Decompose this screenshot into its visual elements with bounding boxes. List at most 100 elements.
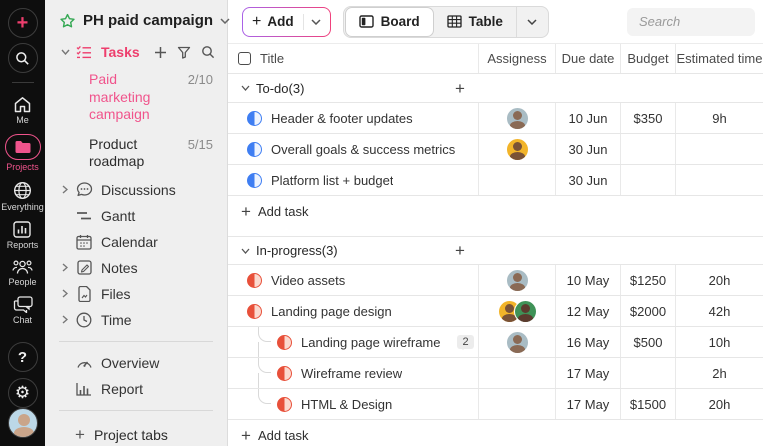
report-chart-icon — [75, 382, 93, 396]
sidebar-item-gantt[interactable]: Gantt — [45, 203, 227, 229]
task-row[interactable]: Platform list + budget 30 Jun — [228, 165, 763, 196]
add-button-label: Add — [267, 14, 294, 29]
task-time-cell[interactable]: 10h — [675, 327, 763, 357]
settings-button[interactable]: ⚙ — [7, 378, 38, 408]
status-inprogress-icon[interactable] — [247, 272, 262, 288]
task-due-cell[interactable]: 30 Jun — [555, 134, 620, 164]
subtask-row[interactable]: Landing page wireframe 2 16 May $500 10h — [228, 327, 763, 358]
group-header-inprogress[interactable]: In-progress(3) + — [228, 236, 763, 265]
task-budget-cell[interactable]: $2000 — [620, 296, 675, 326]
due-date: 30 Jun — [568, 172, 608, 188]
rail-item-everything[interactable]: Everything — [1, 181, 44, 212]
task-time-cell[interactable] — [675, 165, 763, 195]
view-more-button[interactable] — [515, 6, 548, 37]
task-row[interactable]: Video assets 10 May $1250 20h — [228, 265, 763, 296]
task-due-cell[interactable]: 30 Jun — [555, 165, 620, 195]
task-budget-cell[interactable]: $1500 — [620, 389, 675, 419]
sidebar-item-notes[interactable]: Notes — [45, 255, 227, 281]
task-budget-cell[interactable]: $1250 — [620, 265, 675, 295]
task-budget-cell[interactable]: $350 — [620, 103, 675, 133]
sidebar-item-label: Discussions — [101, 181, 176, 198]
search-icon[interactable] — [201, 45, 215, 59]
status-inprogress-icon[interactable] — [247, 303, 262, 319]
view-tab-table[interactable]: Table — [434, 7, 516, 37]
chevron-down-icon — [241, 85, 250, 91]
task-time-cell[interactable]: 20h — [675, 389, 763, 419]
add-task-button[interactable]: + Add task — [228, 420, 763, 446]
task-assignee-cell[interactable] — [478, 103, 555, 133]
table-header-row: Title Assigness Due date Budget Estimate… — [228, 44, 763, 74]
filter-icon[interactable] — [177, 46, 191, 59]
add-task-button[interactable]: + Add task — [228, 196, 763, 227]
select-all-checkbox[interactable] — [238, 52, 251, 65]
task-title-cell: Header & footer updates — [228, 103, 478, 133]
task-due-cell[interactable]: 17 May — [555, 389, 620, 419]
group-add-icon[interactable]: + — [455, 78, 465, 98]
task-assignee-cell[interactable] — [478, 134, 555, 164]
task-time-cell[interactable]: 9h — [675, 103, 763, 133]
sidebar-item-report[interactable]: Report — [45, 376, 227, 402]
task-title: Header & footer updates — [271, 110, 413, 126]
task-time-cell[interactable]: 2h — [675, 358, 763, 388]
status-inprogress-icon[interactable] — [277, 334, 292, 350]
task-row[interactable]: Header & footer updates 10 Jun $350 9h — [228, 103, 763, 134]
chevron-down-icon — [311, 18, 321, 25]
task-assignee-cell[interactable] — [478, 327, 555, 357]
group-header-todo[interactable]: To-do(3) + — [228, 74, 763, 103]
status-todo-icon[interactable] — [247, 172, 262, 188]
subtask-row[interactable]: Wireframe review 17 May 2h — [228, 358, 763, 389]
task-time-cell[interactable]: 42h — [675, 296, 763, 326]
task-due-cell[interactable]: 10 May — [555, 265, 620, 295]
rail-item-reports[interactable]: Reports — [7, 221, 38, 250]
task-row[interactable]: Overall goals & success metrics 30 Jun — [228, 134, 763, 165]
task-budget-cell[interactable] — [620, 134, 675, 164]
status-todo-icon[interactable] — [247, 110, 262, 126]
projects-pill — [4, 134, 41, 160]
user-avatar[interactable] — [7, 408, 38, 438]
task-assignee-cell[interactable] — [478, 296, 555, 326]
task-assignee-cell[interactable] — [478, 358, 555, 388]
task-due-cell[interactable]: 10 Jun — [555, 103, 620, 133]
status-inprogress-icon[interactable] — [277, 396, 292, 412]
global-search-button[interactable] — [7, 43, 38, 73]
help-button[interactable]: ? — [7, 342, 38, 372]
view-tab-board[interactable]: Board — [344, 6, 434, 37]
rail-item-chat[interactable]: Chat — [13, 296, 33, 325]
task-list-product-roadmap[interactable]: Product roadmap 5/15 — [45, 130, 227, 177]
task-assignee-cell[interactable] — [478, 165, 555, 195]
rail-item-projects[interactable]: Projects — [4, 134, 41, 172]
sidebar-item-files[interactable]: Files — [45, 281, 227, 307]
group-add-icon[interactable]: + — [455, 241, 465, 260]
task-budget-cell[interactable] — [620, 165, 675, 195]
task-due-cell[interactable]: 17 May — [555, 358, 620, 388]
task-assignee-cell[interactable] — [478, 389, 555, 419]
project-tabs-button[interactable]: + Project tabs — [45, 419, 227, 446]
task-time-cell[interactable] — [675, 134, 763, 164]
task-budget-cell[interactable] — [620, 358, 675, 388]
sidebar-item-time[interactable]: Time — [45, 307, 227, 333]
status-inprogress-icon[interactable] — [277, 365, 292, 381]
task-time-cell[interactable]: 20h — [675, 265, 763, 295]
task-budget-cell[interactable]: $500 — [620, 327, 675, 357]
sidebar-item-tasks[interactable]: Tasks — [45, 39, 227, 65]
rail-item-me[interactable]: Me — [13, 96, 32, 125]
rail-item-people[interactable]: People — [8, 259, 37, 287]
project-header[interactable]: PH paid campaign — [45, 10, 230, 39]
sidebar-item-overview[interactable]: Overview — [45, 350, 227, 376]
task-assignee-cell[interactable] — [478, 265, 555, 295]
task-row[interactable]: Landing page design 12 May $2000 42h — [228, 296, 763, 327]
subtask-row[interactable]: HTML & Design 17 May $1500 20h — [228, 389, 763, 420]
subtask-count-badge[interactable]: 2 — [457, 335, 474, 350]
budget: $1500 — [629, 396, 667, 412]
add-button[interactable]: + Add — [242, 7, 331, 37]
global-add-button[interactable]: + — [7, 8, 38, 38]
search-input[interactable] — [627, 7, 755, 36]
task-list-paid-marketing[interactable]: Paid marketing campaign 2/10 — [45, 65, 227, 130]
plus-icon: + — [241, 426, 251, 445]
sidebar-item-discussions[interactable]: Discussions — [45, 177, 227, 203]
task-due-cell[interactable]: 16 May — [555, 327, 620, 357]
sidebar-item-calendar[interactable]: Calendar — [45, 229, 227, 255]
status-todo-icon[interactable] — [247, 141, 262, 157]
task-due-cell[interactable]: 12 May — [555, 296, 620, 326]
add-task-list-icon[interactable] — [154, 46, 167, 59]
